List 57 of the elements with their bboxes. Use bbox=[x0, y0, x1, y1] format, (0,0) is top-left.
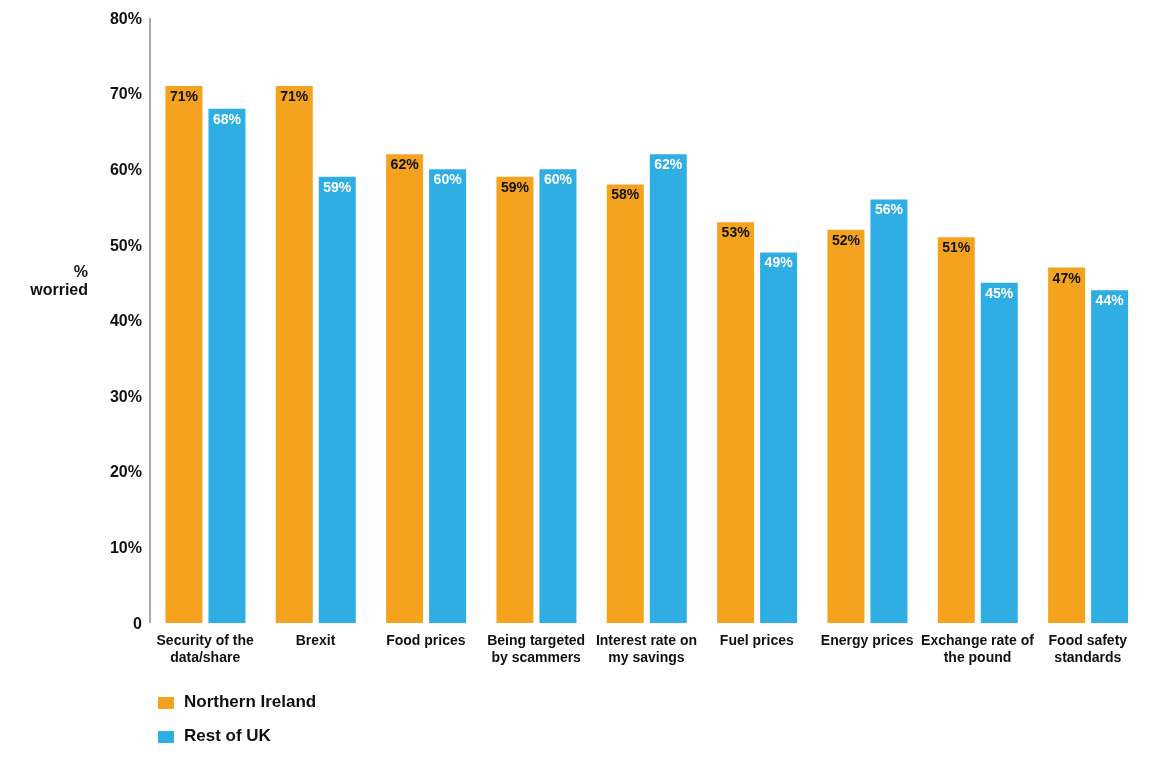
data-label: 59% bbox=[500, 178, 530, 195]
x-tick-label: Food safety standards bbox=[1048, 632, 1128, 665]
y-tick-label: 30% bbox=[109, 387, 142, 405]
x-tick-label: Brexit bbox=[295, 632, 336, 648]
bar bbox=[1048, 267, 1086, 623]
x-tick-label: Fuel prices bbox=[719, 632, 794, 648]
bar bbox=[165, 86, 203, 623]
x-tick-label: Security of the data/share bbox=[156, 632, 254, 665]
data-label: 60% bbox=[433, 171, 463, 188]
data-label: 62% bbox=[654, 156, 683, 173]
y-tick-label: 70% bbox=[109, 85, 142, 103]
data-label: 62% bbox=[390, 156, 420, 173]
bar bbox=[1091, 290, 1129, 623]
data-label: 60% bbox=[543, 171, 573, 188]
data-label: 52% bbox=[831, 231, 861, 248]
data-label: 71% bbox=[280, 88, 309, 104]
bar bbox=[606, 184, 644, 623]
legend-label: Rest of UK bbox=[184, 726, 271, 745]
bar bbox=[717, 222, 755, 623]
bar bbox=[429, 169, 467, 623]
data-label: 51% bbox=[942, 239, 971, 256]
y-tick-label: 80% bbox=[109, 9, 142, 27]
bar bbox=[275, 86, 313, 623]
bar bbox=[496, 176, 534, 623]
y-tick-label: 40% bbox=[109, 312, 142, 330]
y-tick-label: 50% bbox=[109, 236, 142, 254]
data-label: 53% bbox=[721, 224, 751, 241]
y-tick-label: 0 bbox=[133, 614, 143, 632]
bar bbox=[980, 282, 1018, 623]
bar bbox=[386, 154, 424, 623]
data-label: 45% bbox=[985, 284, 1014, 301]
bar bbox=[649, 154, 687, 623]
data-label: 44% bbox=[1095, 292, 1125, 309]
bar bbox=[318, 176, 356, 623]
x-tick-label: Energy prices bbox=[820, 632, 914, 648]
data-label: 56% bbox=[874, 201, 904, 218]
data-label: 47% bbox=[1052, 269, 1082, 286]
x-tick-label: Interest rate on my savings bbox=[595, 632, 698, 665]
data-label: 58% bbox=[611, 186, 640, 203]
bar bbox=[827, 229, 865, 623]
x-tick-label: Food prices bbox=[386, 632, 466, 648]
y-axis-title: % worried bbox=[29, 263, 88, 299]
legend-label: Northern Ireland bbox=[184, 692, 317, 711]
bar bbox=[208, 108, 246, 623]
data-label: 71% bbox=[169, 88, 199, 104]
data-label: 68% bbox=[212, 110, 242, 127]
y-tick-label: 60% bbox=[109, 160, 142, 178]
bar bbox=[539, 169, 577, 623]
data-label: 49% bbox=[764, 254, 794, 271]
x-tick-label: Exchange rate of the pound bbox=[921, 632, 1035, 665]
bar bbox=[937, 237, 975, 623]
bar bbox=[870, 199, 908, 623]
y-tick-label: 20% bbox=[109, 463, 142, 481]
data-label: 59% bbox=[323, 178, 352, 195]
x-tick-label: Being targeted by scammers bbox=[487, 632, 586, 665]
y-tick-label: 10% bbox=[109, 539, 142, 557]
bar bbox=[760, 252, 798, 623]
